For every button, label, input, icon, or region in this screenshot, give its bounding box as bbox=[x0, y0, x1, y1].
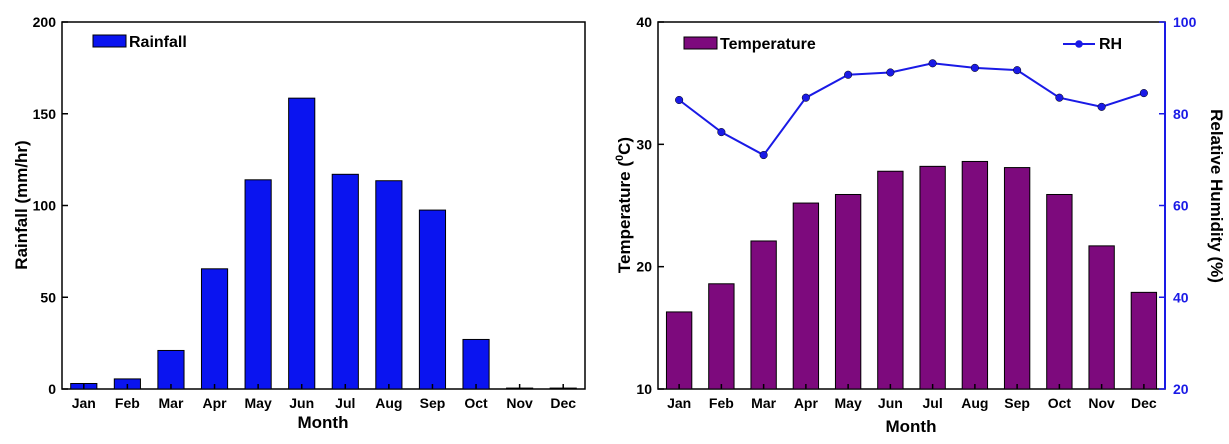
bar-jul bbox=[919, 165, 946, 390]
rh-point-jan bbox=[675, 95, 684, 105]
rainfall-x-axis-label: Month bbox=[298, 413, 349, 432]
x-tick-label: Mar bbox=[159, 395, 184, 411]
bar-nov bbox=[1088, 245, 1115, 390]
x-tick-label: Oct bbox=[1048, 395, 1072, 411]
y-tick-label: 100 bbox=[33, 198, 57, 214]
x-tick-label: Aug bbox=[961, 395, 988, 411]
bar-sep bbox=[418, 209, 447, 390]
x-tick-label: May bbox=[245, 395, 272, 411]
y-tick-label: 200 bbox=[33, 14, 57, 30]
rh-point-may bbox=[844, 70, 853, 79]
y2-tick-label: 80 bbox=[1173, 106, 1189, 122]
x-tick-label: Nov bbox=[1088, 395, 1115, 411]
y-tick-label: 50 bbox=[40, 289, 56, 305]
rh-point-apr bbox=[801, 93, 810, 102]
x-tick-label: Sep bbox=[1004, 395, 1030, 411]
bar-may bbox=[834, 193, 862, 390]
x-tick-label: Jul bbox=[923, 395, 943, 411]
x-tick-label: Dec bbox=[550, 395, 576, 411]
temperature-x-axis-label: Month bbox=[886, 417, 937, 436]
bar-apr bbox=[200, 268, 229, 390]
x-tick-label: Oct bbox=[464, 395, 488, 411]
temperature-y-axis-label: Temperature (0C) bbox=[614, 137, 634, 273]
y2-tick-label: 60 bbox=[1173, 198, 1189, 214]
x-tick-label: Dec bbox=[1131, 395, 1157, 411]
x-tick-label: May bbox=[835, 395, 862, 411]
rainfall-legend-label: Rainfall bbox=[129, 34, 187, 51]
bar-sep bbox=[1003, 167, 1031, 390]
rainfall-legend-swatch bbox=[92, 34, 127, 48]
x-tick-label: Sep bbox=[420, 395, 446, 411]
rh-point-aug bbox=[970, 63, 979, 72]
temperature-legend-swatch bbox=[683, 36, 718, 50]
bar-oct bbox=[462, 338, 490, 390]
x-tick-label: Jun bbox=[878, 395, 903, 411]
bar-jan bbox=[665, 311, 693, 390]
rh-point-nov bbox=[1097, 102, 1106, 111]
rh-point-sep bbox=[1013, 66, 1022, 75]
y-tick-label: 40 bbox=[636, 14, 652, 30]
x-tick-label: Nov bbox=[506, 395, 533, 411]
bar-mar bbox=[157, 349, 185, 390]
y-tick-label: 20 bbox=[636, 259, 652, 275]
y-tick-label: 150 bbox=[33, 106, 57, 122]
y-tick-label: 0 bbox=[48, 381, 56, 397]
rh-point-oct bbox=[1055, 93, 1064, 102]
y-tick-label: 10 bbox=[636, 381, 652, 397]
rh-point-mar bbox=[759, 150, 768, 160]
bar-jul bbox=[331, 173, 359, 390]
bar-may bbox=[244, 179, 272, 390]
x-tick-label: Jan bbox=[667, 395, 691, 411]
rainfall-plot-frame bbox=[61, 21, 586, 390]
bar-feb bbox=[708, 283, 735, 390]
x-tick-label: Jul bbox=[335, 395, 355, 411]
rh-point-jul bbox=[928, 59, 937, 68]
rh-line bbox=[678, 62, 1145, 157]
x-tick-label: Mar bbox=[751, 395, 776, 411]
x-tick-label: Feb bbox=[709, 395, 734, 411]
rainfall-chart: 0 50 100 150 200 Jan Feb Mar Apr May Jun Jul Aug Sep… bbox=[12, 14, 586, 432]
bar-jun bbox=[877, 170, 904, 390]
rh-point-feb bbox=[717, 128, 726, 137]
x-tick-label: Apr bbox=[794, 395, 819, 411]
rh-point-dec bbox=[1139, 89, 1148, 98]
rh-point-jun bbox=[886, 68, 895, 77]
y2-tick-label: 100 bbox=[1173, 14, 1197, 30]
x-tick-label: Aug bbox=[375, 395, 402, 411]
rh-y-axis-label: Relative Humidity (%) bbox=[1207, 109, 1226, 283]
x-tick-label: Feb bbox=[115, 395, 140, 411]
bar-aug bbox=[961, 160, 989, 390]
y-tick-label: 30 bbox=[636, 136, 652, 152]
x-tick-label: Jun bbox=[289, 395, 314, 411]
bar-jun bbox=[288, 97, 316, 390]
bar-mar bbox=[750, 240, 777, 390]
y2-tick-label: 40 bbox=[1173, 289, 1189, 305]
rh-legend-marker bbox=[1075, 40, 1083, 48]
x-tick-label: Jan bbox=[72, 395, 96, 411]
temperature-rh-chart: 10 20 30 40 20 40 60 80 100 Jan Feb Mar Apr May Jun J… bbox=[614, 14, 1226, 436]
y2-tick-label: 20 bbox=[1173, 381, 1189, 397]
bar-apr bbox=[792, 202, 820, 390]
bar-dec bbox=[1130, 291, 1158, 390]
x-tick-label: Apr bbox=[202, 395, 227, 411]
temperature-legend-label: Temperature bbox=[720, 36, 816, 53]
bar-oct bbox=[1046, 193, 1073, 390]
bar-aug bbox=[375, 180, 403, 390]
rh-legend-label: RH bbox=[1099, 36, 1122, 53]
rainfall-y-axis-label: Rainfall (mm/hr) bbox=[12, 140, 31, 269]
